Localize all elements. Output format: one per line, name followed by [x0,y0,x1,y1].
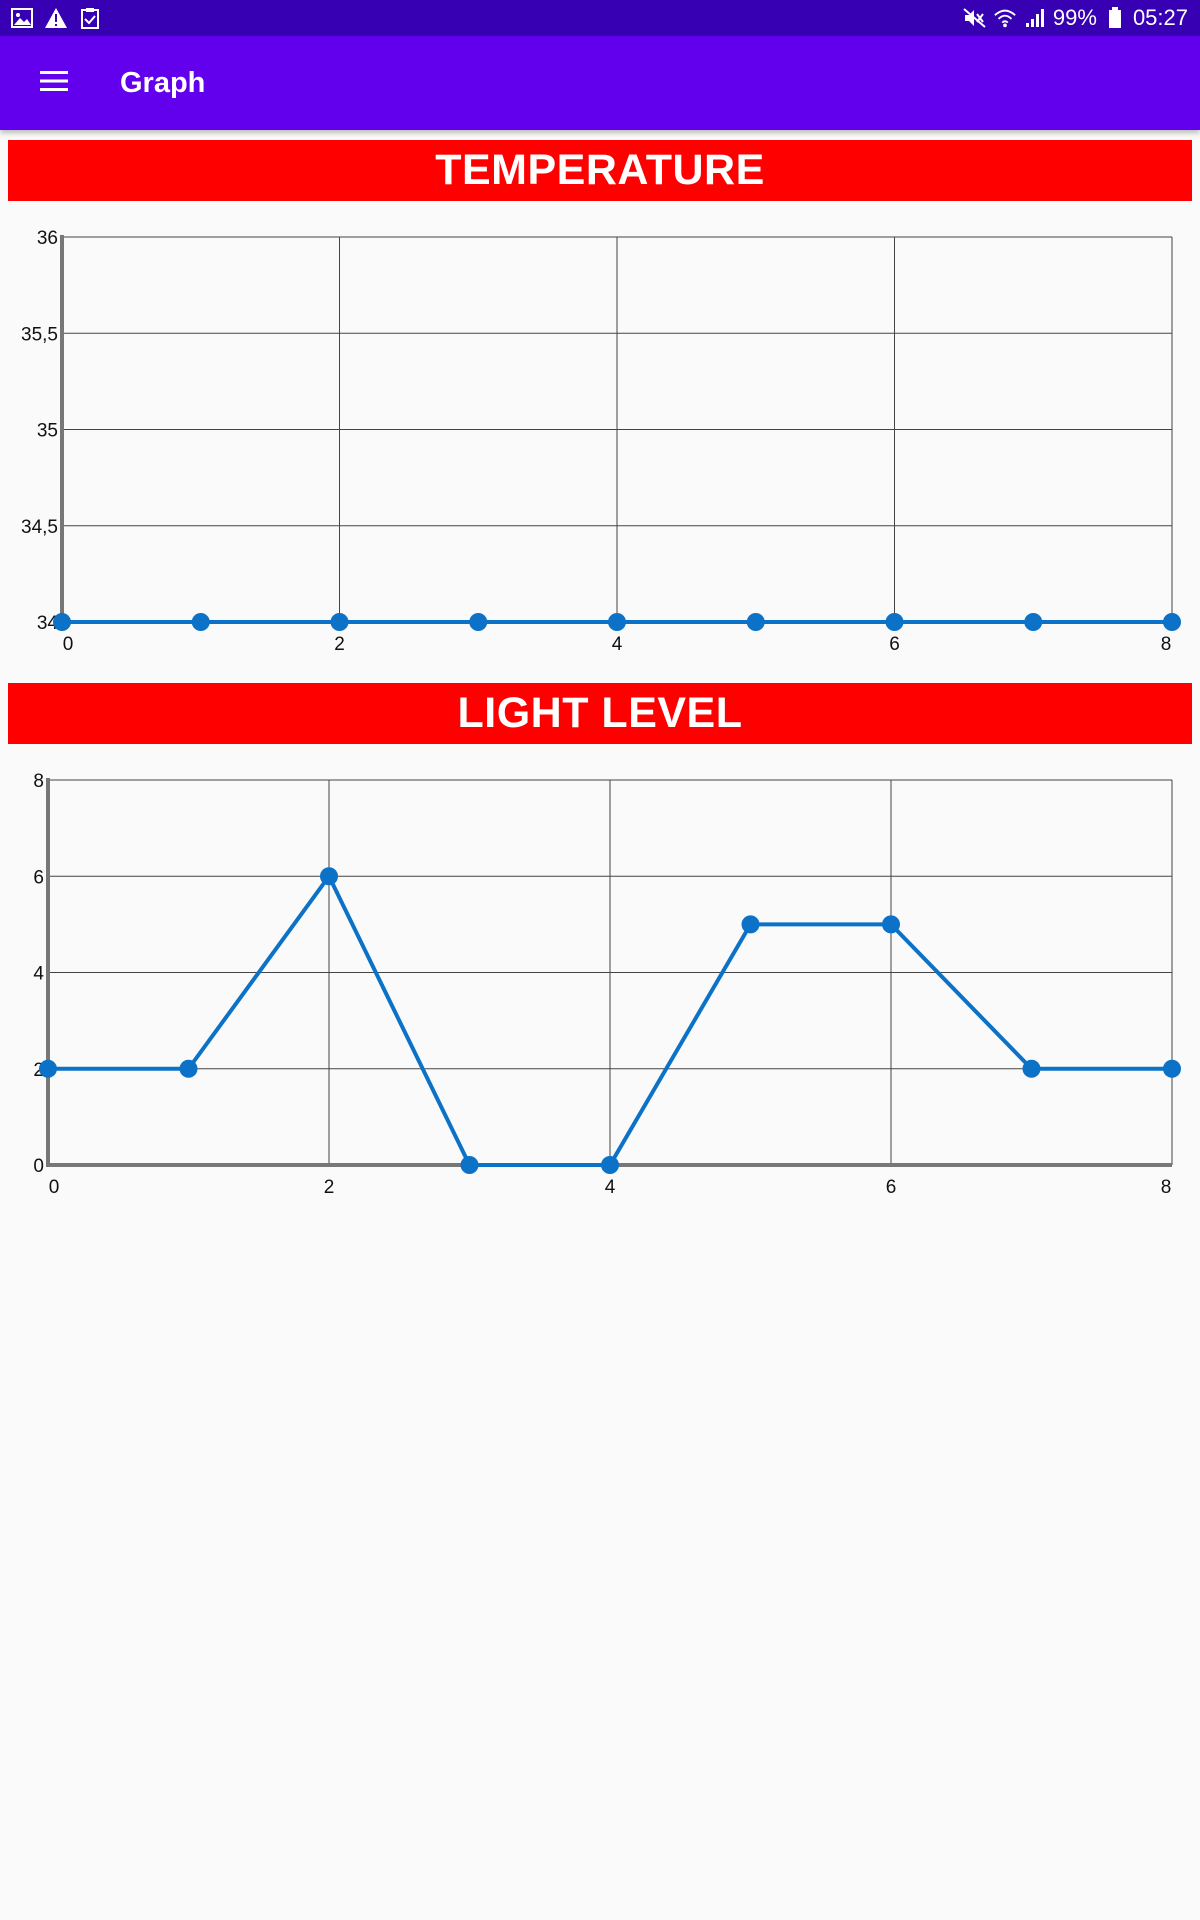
temperature-x-tick-label: 0 [63,634,74,655]
temperature-data-point [330,613,349,631]
light-level-y-tick-label: 2 [33,1060,44,1081]
clipboard-check-icon [78,6,102,30]
temperature-x-tick-label: 2 [334,634,345,655]
temperature-y-tick-label: 35,5 [21,324,58,345]
temperature-x-tick-label: 4 [612,634,623,655]
light-level-data-point [882,915,900,934]
light-level-x-tick-label: 2 [324,1177,335,1198]
page-title: Graph [120,66,206,99]
light-level-y-tick-label: 6 [33,867,44,888]
light-level-x-tick-label: 0 [49,1177,60,1198]
light-level-y-tick-label: 8 [33,771,44,792]
mute-icon [963,6,987,30]
wifi-icon [993,6,1017,30]
status-left-icons [10,6,102,30]
temperature-data-point [608,613,626,631]
status-right-icons: 99% 05:27 [963,5,1188,31]
status-time: 05:27 [1132,5,1188,30]
temperature-chart: 34 34,5 35 35,5 36 0 2 4 6 8 [0,215,1200,665]
light-level-data-point [601,1156,619,1174]
light-level-y-tick-label: 0 [33,1156,44,1177]
light-level-header: LIGHT LEVEL [8,683,1192,744]
light-level-data-point [39,1059,57,1078]
light-level-data-point [179,1059,198,1078]
light-level-data-point [460,1156,479,1174]
temperature-data-point [1024,613,1043,631]
temperature-data-point [1163,613,1181,631]
hamburger-menu-icon [39,69,69,98]
temperature-data-point [469,613,488,631]
battery-icon [1103,6,1127,30]
app-bar: Graph [0,36,1200,130]
temperature-data-point [53,613,71,631]
image-icon [10,6,34,30]
light-level-x-tick-label: 6 [886,1177,897,1198]
temperature-data-point [191,613,210,631]
light-level-data-point [1022,1059,1041,1078]
temperature-x-tick-label: 8 [1161,634,1172,655]
light-level-x-tick-label: 8 [1161,1177,1172,1198]
light-level-chart: 0 2 4 6 8 0 2 4 6 8 [0,760,1200,1210]
light-level-data-point [1163,1059,1181,1078]
temperature-data-point [885,613,904,631]
menu-button[interactable] [26,55,82,111]
signal-icon [1023,6,1047,30]
temperature-x-tick-label: 6 [889,634,900,655]
temperature-data-point [746,613,765,631]
status-bar: 99% 05:27 [0,0,1200,36]
light-level-data-point [320,867,338,886]
temperature-y-tick-label: 35 [37,421,58,442]
battery-percent: 99% [1052,5,1097,30]
warning-icon [44,6,68,30]
temperature-y-tick-label: 36 [37,228,58,249]
light-level-data-point [741,915,760,934]
light-level-x-tick-label: 4 [605,1177,616,1198]
temperature-chart-svg: 34 34,5 35 35,5 36 0 2 4 6 8 [21,228,1181,655]
temperature-y-tick-label: 34,5 [21,517,58,538]
temperature-y-tick-label: 34 [37,613,59,634]
light-level-y-tick-label: 4 [33,964,44,985]
light-level-chart-svg: 0 2 4 6 8 0 2 4 6 8 [33,771,1181,1198]
temperature-header: TEMPERATURE [8,140,1192,201]
